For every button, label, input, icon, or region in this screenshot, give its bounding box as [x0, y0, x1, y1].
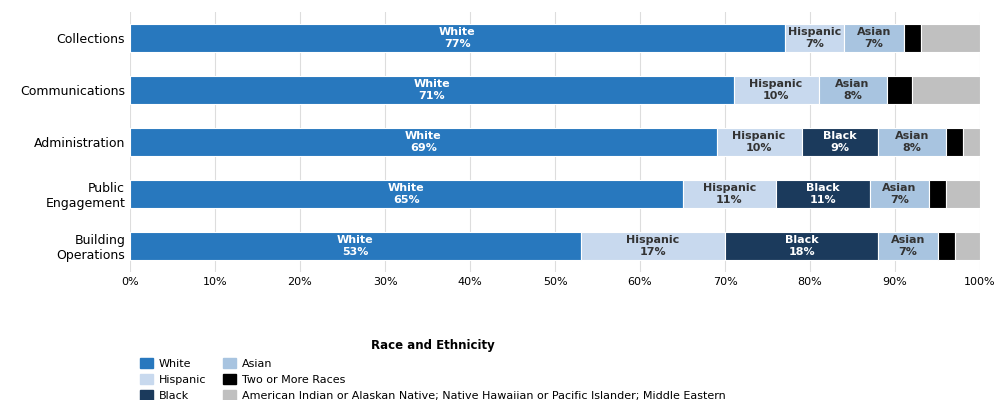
Text: Black
11%: Black 11% — [806, 183, 840, 205]
Bar — [912, 76, 980, 104]
Bar — [776, 180, 870, 208]
Text: Asian
7%: Asian 7% — [882, 183, 916, 205]
Bar — [725, 232, 878, 260]
Text: White
53%: White 53% — [337, 235, 374, 257]
Bar — [904, 24, 920, 52]
Bar — [946, 128, 963, 156]
Bar — [580, 232, 725, 260]
Bar — [734, 76, 818, 104]
Text: Hispanic
10%: Hispanic 10% — [732, 131, 786, 153]
Bar — [929, 180, 946, 208]
Bar — [954, 232, 980, 260]
Bar — [870, 180, 929, 208]
Bar — [130, 76, 734, 104]
Bar — [130, 180, 682, 208]
Bar — [716, 128, 802, 156]
Text: Asian
8%: Asian 8% — [835, 79, 870, 101]
Bar — [878, 232, 938, 260]
Bar — [946, 180, 980, 208]
Bar — [784, 24, 844, 52]
Bar — [920, 24, 980, 52]
Text: Asian
7%: Asian 7% — [891, 235, 925, 257]
Bar — [938, 232, 954, 260]
Text: White
71%: White 71% — [413, 79, 450, 101]
Bar — [130, 232, 580, 260]
Bar — [130, 24, 784, 52]
Text: White
69%: White 69% — [405, 131, 442, 153]
Bar — [887, 76, 912, 104]
Bar — [130, 128, 716, 156]
Text: White
65%: White 65% — [388, 183, 425, 205]
Text: Asian
8%: Asian 8% — [895, 131, 929, 153]
Text: Black
9%: Black 9% — [823, 131, 857, 153]
Bar — [802, 128, 878, 156]
Bar — [878, 128, 946, 156]
Text: White
77%: White 77% — [439, 27, 476, 49]
Text: Asian
7%: Asian 7% — [857, 27, 891, 49]
Text: Black
18%: Black 18% — [785, 235, 818, 257]
Text: Hispanic
17%: Hispanic 17% — [626, 235, 679, 257]
Text: Hispanic
11%: Hispanic 11% — [703, 183, 756, 205]
Bar — [818, 76, 887, 104]
Bar — [682, 180, 776, 208]
Text: Hispanic
7%: Hispanic 7% — [788, 27, 841, 49]
Bar — [963, 128, 980, 156]
Bar — [844, 24, 904, 52]
Legend: White, Hispanic, Black, Asian, Two or More Races, American Indian or Alaskan Nat: White, Hispanic, Black, Asian, Two or Mo… — [136, 335, 730, 400]
Text: Hispanic
10%: Hispanic 10% — [749, 79, 803, 101]
